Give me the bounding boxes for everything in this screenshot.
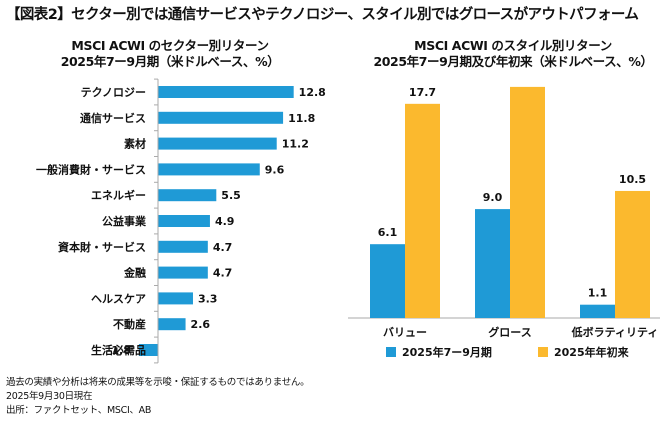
- style-value-label: 6.1: [378, 226, 398, 239]
- style-bar-quarter: [580, 304, 615, 318]
- sector-bar: [158, 189, 217, 202]
- sector-bar: [158, 318, 186, 331]
- sector-label: エネルギー: [91, 188, 146, 202]
- sector-bar: [158, 266, 208, 279]
- style-bar-ytd: [510, 86, 545, 318]
- sector-label: 公益事業: [102, 214, 147, 228]
- style-value-label: 1.1: [588, 287, 608, 300]
- sector-bar: [158, 137, 277, 150]
- legend-swatch-ytd: [538, 347, 548, 357]
- style-bar-ytd: [615, 190, 650, 318]
- figure-title: 【図表2】セクター別では通信サービスやテクノロジー、スタイル別ではグロースがアウ…: [6, 7, 639, 23]
- style-value-label: 19.1: [514, 80, 541, 82]
- sector-value-label: 11.8: [288, 112, 315, 125]
- sector-label: 通信サービス: [80, 111, 146, 125]
- style-bar-ytd: [405, 103, 440, 318]
- sector-bar: [138, 344, 158, 356]
- legend-swatch-quarter: [386, 347, 396, 357]
- style-category-label: 低ボラティリティ: [571, 325, 659, 339]
- style-chart-title: MSCI ACWI のスタイル別リターン 2025年7ー9月期及び年初来（米ドル…: [358, 38, 668, 70]
- sector-bar: [158, 215, 210, 227]
- sector-chart-title: MSCI ACWI のセクター別リターン 2025年7ー9月期（米ドルベース、%…: [20, 38, 320, 70]
- sector-bar: [158, 292, 193, 305]
- style-category-label: バリュー: [383, 326, 427, 339]
- sector-value-label: 11.2: [282, 138, 309, 151]
- sector-label: 一般消費財・サービス: [36, 162, 146, 176]
- style-value-label: 9.0: [483, 191, 503, 204]
- style-chart-title-line2: 2025年7ー9月期及び年初来（米ドルベース、%）: [373, 54, 653, 69]
- sector-value-label: –1.8: [106, 344, 131, 357]
- sector-value-label: 2.6: [191, 318, 211, 331]
- footnote-source: 出所：ファクトセット、MSCI、AB: [6, 405, 152, 416]
- sector-value-label: 12.8: [299, 86, 326, 99]
- sector-label: 生活必需品: [91, 343, 146, 357]
- sector-label: テクノロジー: [81, 86, 146, 99]
- style-returns-chart: 6.1 17.7 バリュー 9.0 19.1 グロース 1.1 10.5 低ボラティリティ 202…: [348, 80, 660, 359]
- sector-returns-chart: テクノロジー 12.8 通信サービス 11.8 素材 11.2 一般消費財・サービス 9.6 エ…: [36, 78, 326, 364]
- sector-chart-title-line1: MSCI ACWI のセクター別リターン: [71, 38, 269, 53]
- style-chart-title-line1: MSCI ACWI のスタイル別リターン: [414, 38, 612, 53]
- footnote-disclaimer: 過去の実績や分析は将来の成果等を示唆・保証するものではありません。: [6, 377, 310, 388]
- sector-label: 素材: [124, 137, 146, 151]
- sector-chart-title-line2: 2025年7ー9月期（米ドルベース、%）: [60, 54, 280, 69]
- sector-bar: [158, 240, 208, 253]
- sector-value-label: 5.5: [221, 189, 241, 202]
- sector-label: 金融: [123, 266, 146, 280]
- sector-value-label: 3.3: [198, 292, 218, 305]
- style-value-label: 17.7: [409, 86, 436, 99]
- sector-value-label: 4.7: [213, 241, 233, 254]
- style-bar-quarter: [475, 209, 510, 318]
- sector-bar: [158, 86, 294, 98]
- style-category-label: グロース: [488, 325, 531, 339]
- style-value-label: 10.5: [619, 173, 646, 186]
- sector-bar: [158, 111, 284, 124]
- style-bar-quarter: [370, 244, 405, 318]
- legend-label: 2025年年初来: [554, 345, 630, 359]
- footnote-date: 2025年9月30日現在: [6, 391, 93, 402]
- sector-bar: [158, 163, 260, 176]
- sector-value-label: 4.9: [215, 215, 235, 228]
- sector-label: ヘルスケア: [91, 292, 146, 305]
- legend-label: 2025年7ー9月期: [402, 345, 492, 359]
- sector-value-label: 4.7: [213, 267, 233, 280]
- sector-label: 不動産: [113, 317, 146, 331]
- sector-value-label: 9.6: [265, 163, 285, 176]
- sector-label: 資本財・サービス: [58, 240, 146, 254]
